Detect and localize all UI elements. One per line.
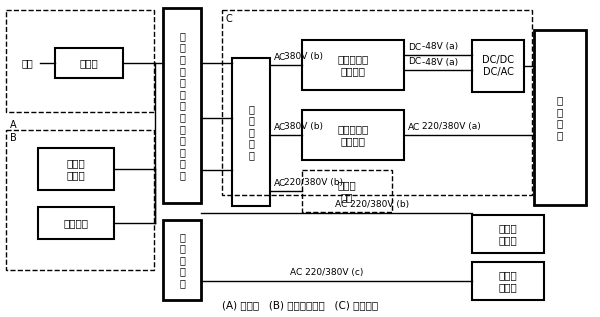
Text: 备用发
电机组: 备用发 电机组	[67, 158, 85, 180]
Bar	[55, 48, 123, 78]
Text: 通信用
空调: 通信用 空调	[338, 180, 356, 202]
Bar	[163, 220, 201, 300]
Text: (A) 不间断   (B) 可短时间中断   (C) 允许中断: (A) 不间断 (B) 可短时间中断 (C) 允许中断	[222, 300, 378, 310]
Text: 市电: 市电	[22, 58, 34, 68]
Text: 交流不间断
电源设备: 交流不间断 电源设备	[337, 124, 368, 146]
Text: 一般建
筑负荷: 一般建 筑负荷	[499, 270, 517, 292]
Text: -48V (a): -48V (a)	[422, 42, 458, 51]
Text: 低
压
配
电
屏
（
含
油
机
转
换
屏
）: 低 压 配 电 屏 （ 含 油 机 转 换 屏 ）	[179, 31, 185, 180]
Text: 变电站: 变电站	[80, 58, 98, 68]
Text: AC: AC	[274, 53, 286, 61]
Text: 通
信
设
备: 通 信 设 备	[557, 95, 563, 140]
Text: A: A	[10, 120, 17, 130]
Text: AC: AC	[408, 122, 420, 132]
Text: 交
流
配
电
屏: 交 流 配 电 屏	[248, 104, 254, 160]
Bar	[38, 207, 114, 239]
Bar	[302, 40, 404, 90]
Bar	[472, 262, 544, 300]
Text: 低
压
配
电
屏: 低 压 配 电 屏	[179, 232, 185, 288]
Text: 220/380V (b): 220/380V (b)	[284, 178, 343, 187]
Text: 移动电站: 移动电站	[64, 218, 89, 228]
Text: AC: AC	[274, 178, 286, 187]
Text: AC: AC	[274, 122, 286, 132]
Text: DC: DC	[408, 57, 421, 67]
Bar	[302, 170, 392, 212]
Text: 220/380V (a): 220/380V (a)	[422, 122, 481, 132]
Text: -48V (a): -48V (a)	[422, 57, 458, 67]
Text: AC 220/380V (b): AC 220/380V (b)	[335, 200, 409, 210]
Bar	[472, 40, 524, 92]
Bar	[6, 10, 154, 112]
Bar	[6, 130, 154, 270]
Text: B: B	[10, 133, 17, 143]
Bar	[163, 8, 201, 203]
Bar	[534, 30, 586, 205]
Bar	[222, 10, 532, 195]
Text: DC: DC	[408, 42, 421, 51]
Text: 直流不间断
电源设备: 直流不间断 电源设备	[337, 54, 368, 76]
Text: C: C	[226, 14, 233, 24]
Text: 380V (b): 380V (b)	[284, 122, 323, 132]
Bar	[38, 148, 114, 190]
Bar	[302, 110, 404, 160]
Bar	[232, 58, 270, 206]
Bar	[472, 215, 544, 253]
Text: 保证建
筑负荷: 保证建 筑负荷	[499, 223, 517, 245]
Text: 380V (b): 380V (b)	[284, 53, 323, 61]
Text: DC/DC
DC/AC: DC/DC DC/AC	[482, 55, 514, 77]
Text: AC 220/380V (c): AC 220/380V (c)	[290, 268, 364, 277]
